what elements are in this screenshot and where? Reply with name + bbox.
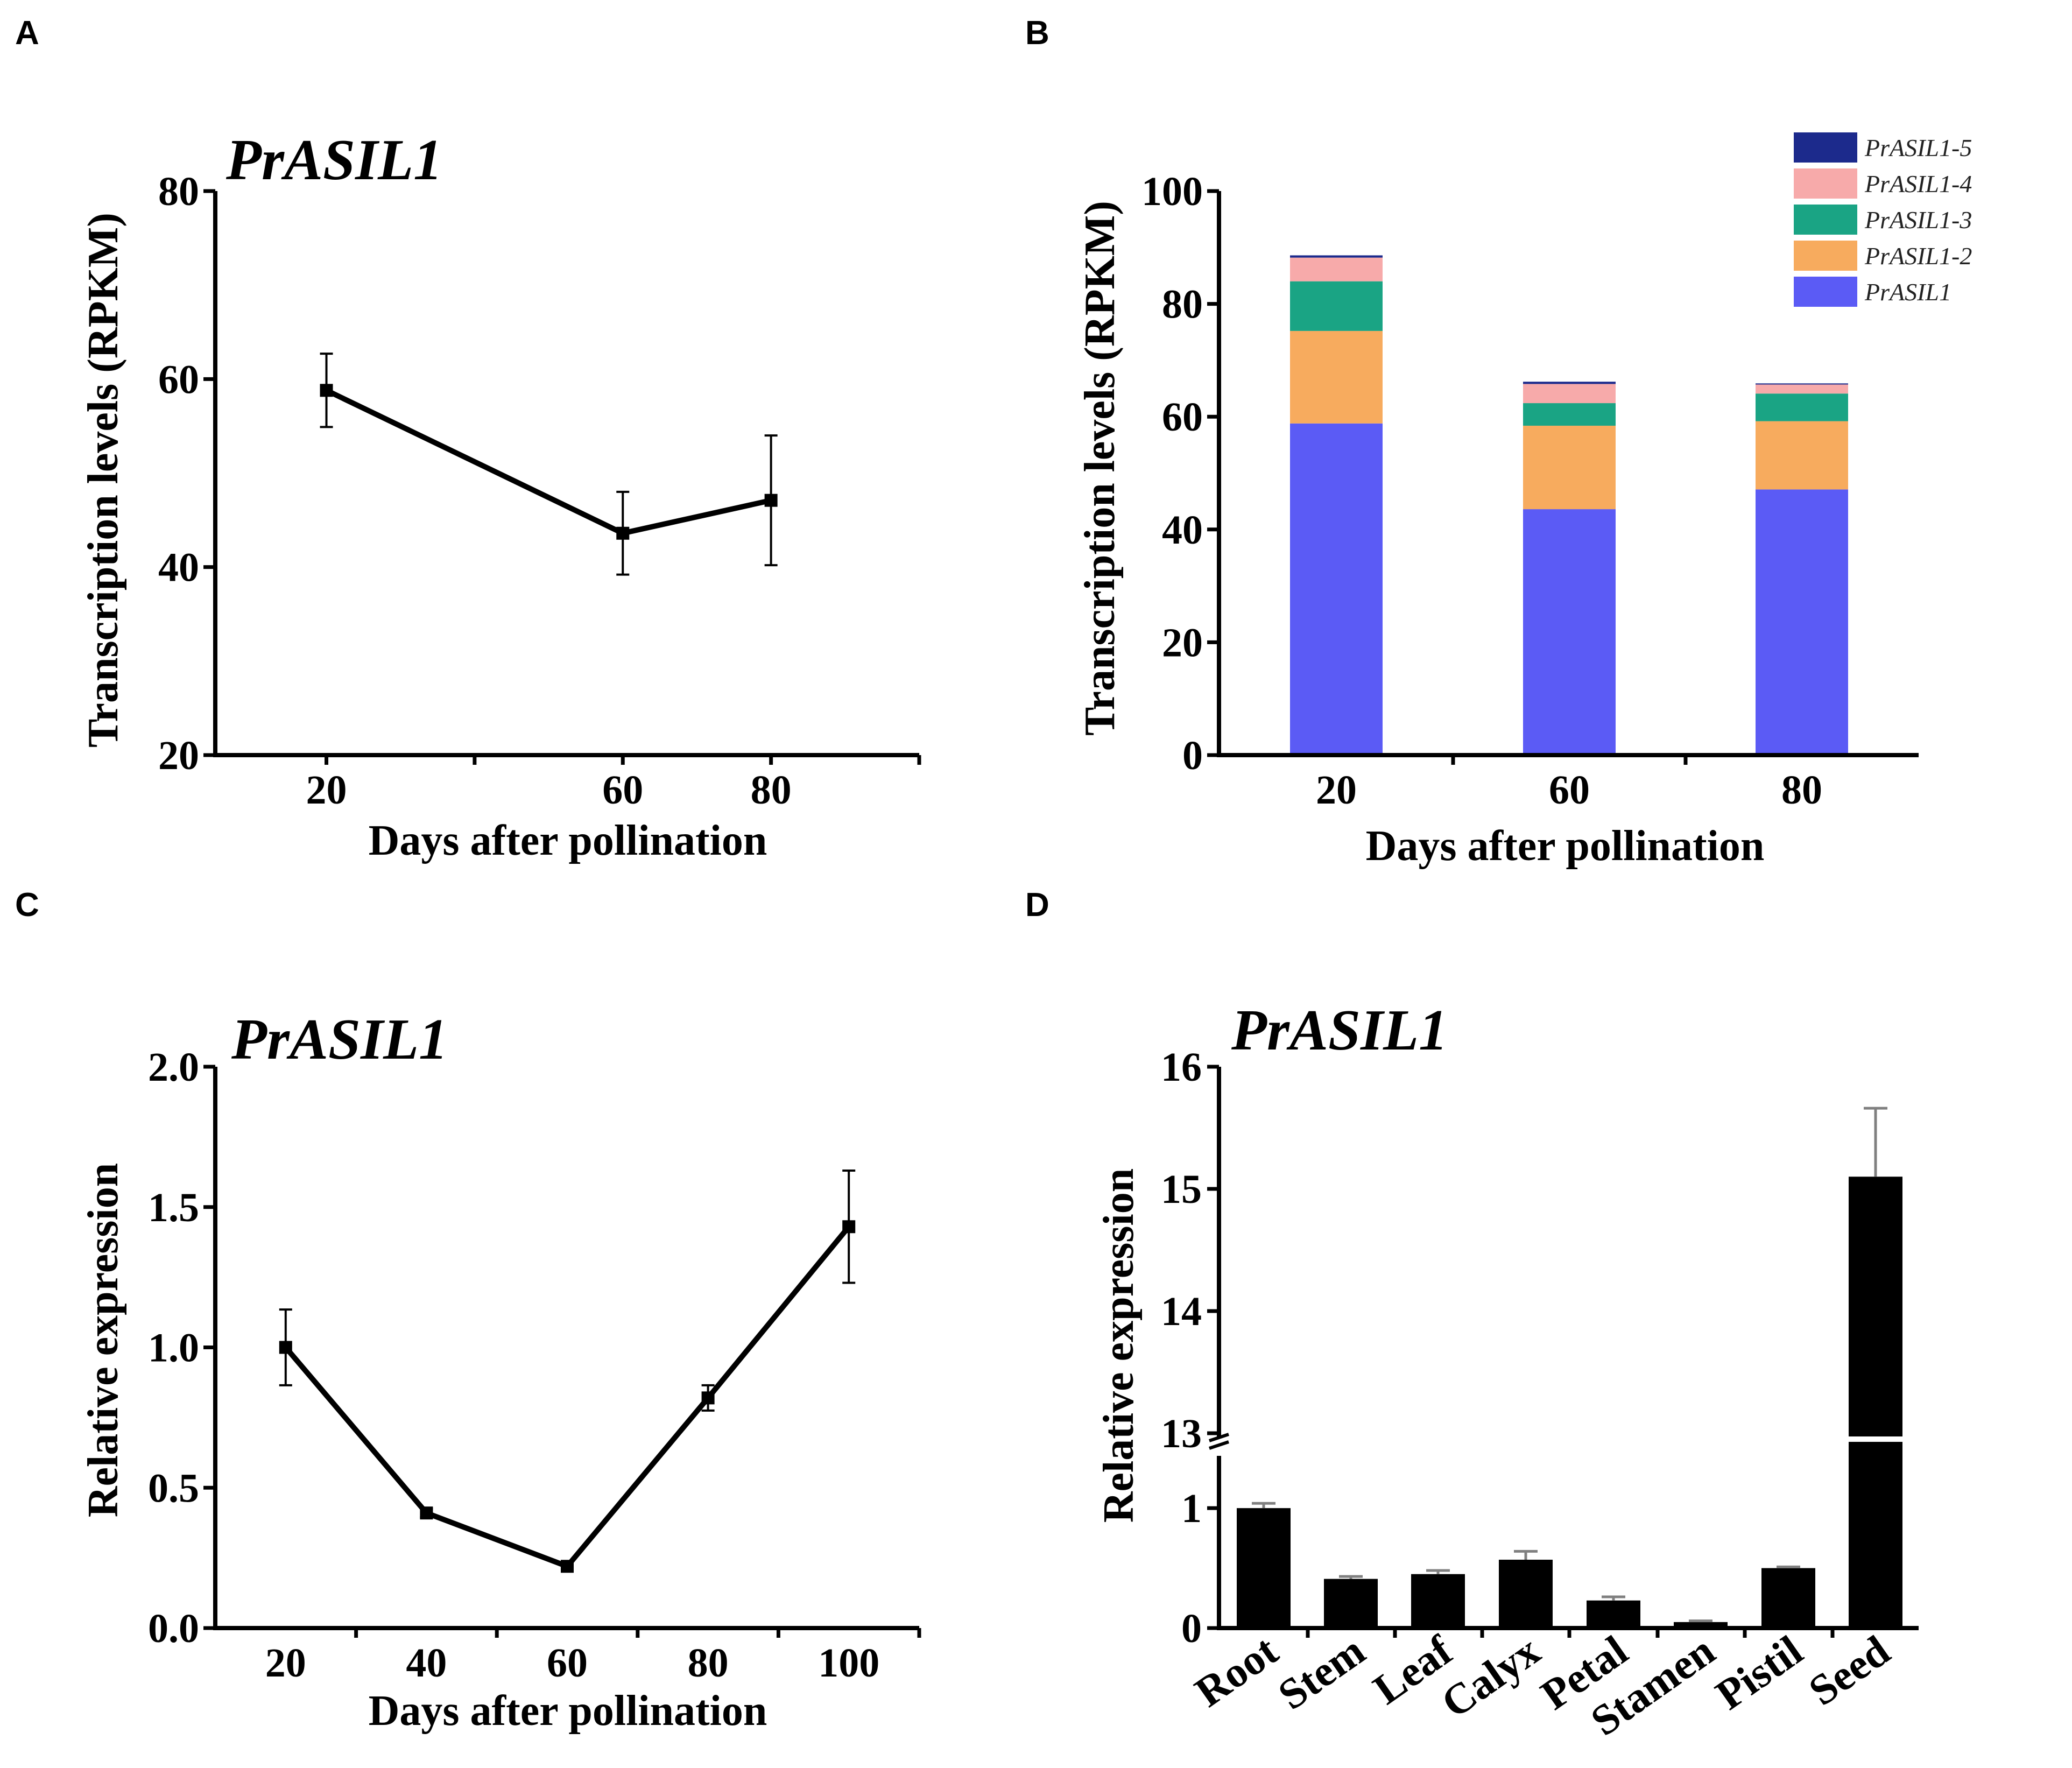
- panel-label-c: C: [15, 886, 39, 924]
- panel-label-a: A: [15, 15, 39, 52]
- chart-c-data-point: [701, 1391, 715, 1405]
- chart-b-bar-segment: [1290, 255, 1383, 258]
- chart-a-x-tick-label: 60: [602, 767, 643, 813]
- chart-a-data-point: [616, 526, 630, 540]
- chart-c-data-point: [420, 1506, 433, 1520]
- chart-d-bar: [1237, 1508, 1291, 1628]
- panel-label-d: D: [1025, 886, 1049, 924]
- chart-b-y-tick-label: 20: [1162, 620, 1203, 665]
- chart-b-bar-segment: [1290, 257, 1383, 281]
- chart-b-bar-segment: [1523, 509, 1616, 755]
- chart-b-legend-label: PrASIL1-3: [1864, 206, 1972, 234]
- chart-b-y-tick-label: 60: [1162, 395, 1203, 440]
- chart-b-x-axis-title: Days after pollination: [1366, 822, 1765, 870]
- chart-b-y-tick-label: 0: [1182, 733, 1203, 778]
- chart-b-x-tick-label: 20: [1316, 767, 1357, 813]
- chart-a-title: PrASIL1: [225, 128, 442, 192]
- chart-b-bar-segment: [1756, 384, 1848, 394]
- panel-a-line-chart: PrASIL1 Transcription levels (RPKM) Days…: [80, 128, 921, 864]
- chart-c-data-point: [561, 1560, 574, 1573]
- chart-c-y-tick-label: 1.0: [148, 1326, 199, 1371]
- chart-d-axis-break-mark: [1209, 1433, 1229, 1442]
- chart-c-x-tick-label: 20: [265, 1640, 306, 1686]
- chart-b-legend-label: PrASIL1-2: [1864, 242, 1972, 270]
- chart-d-bar: [1674, 1622, 1728, 1628]
- chart-c-x-tick-label: 60: [547, 1640, 588, 1686]
- chart-c-x-tick-label: 100: [818, 1640, 879, 1686]
- chart-c-x-tick-label: 80: [688, 1640, 729, 1686]
- chart-b-legend-swatch: [1794, 205, 1857, 235]
- chart-b-bar-segment: [1290, 423, 1383, 755]
- panel-c-line-chart: PrASIL1 Relative expression Days after p…: [80, 1008, 921, 1735]
- chart-d-bar: [1761, 1568, 1815, 1628]
- chart-d-bar: [1849, 1177, 1902, 1628]
- chart-b-bar-segment: [1756, 421, 1848, 490]
- chart-b-y-tick-label: 80: [1162, 282, 1203, 327]
- chart-a-y-tick-label: 20: [158, 733, 199, 778]
- chart-d-y-tick-label: 14: [1161, 1289, 1202, 1334]
- chart-d-bar: [1324, 1579, 1378, 1628]
- chart-c-y-tick-label: 0.5: [148, 1466, 199, 1511]
- chart-a-y-axis-title: Transcription levels (RPKM): [80, 213, 127, 748]
- chart-b-bar-segment: [1523, 403, 1616, 426]
- chart-c-y-tick-label: 1.5: [148, 1185, 199, 1230]
- panel-label-b: B: [1025, 15, 1049, 52]
- chart-b-y-tick-label: 40: [1162, 508, 1203, 553]
- chart-c-y-axis-title: Relative expression: [80, 1163, 127, 1517]
- chart-b-bar-segment: [1756, 393, 1848, 421]
- chart-b-bar-segment: [1756, 383, 1848, 385]
- chart-c-data-point: [279, 1341, 292, 1354]
- chart-d-bar-break: [1848, 1436, 1904, 1442]
- chart-b-legend-label: PrASIL1-5: [1864, 134, 1972, 161]
- chart-d-y-tick-label: 13: [1161, 1411, 1202, 1456]
- chart-d-bar: [1499, 1559, 1553, 1628]
- chart-b-bar-segment: [1756, 489, 1848, 755]
- chart-b-bar-segment: [1290, 281, 1383, 331]
- chart-c-data-point: [842, 1220, 856, 1234]
- chart-b-y-axis-title: Transcription levels (RPKM): [1076, 201, 1124, 736]
- chart-d-y-tick-label: 15: [1161, 1167, 1202, 1212]
- chart-d-y-tick-label: 16: [1161, 1045, 1202, 1090]
- chart-a-data-point: [764, 494, 778, 507]
- chart-b-legend-label: PrASIL1: [1864, 278, 1951, 306]
- chart-b-legend-swatch: [1794, 277, 1857, 307]
- chart-a-data-point: [320, 384, 333, 397]
- chart-c-title: PrASIL1: [231, 1008, 448, 1072]
- chart-b-legend-swatch: [1794, 241, 1857, 271]
- chart-c-y-tick-label: 0.0: [148, 1606, 199, 1651]
- chart-a-y-tick-label: 40: [158, 545, 199, 590]
- panel-b-stacked-bar-chart: Transcription levels (RPKM) Days after p…: [1076, 132, 1972, 870]
- chart-a-x-tick-label: 80: [751, 767, 792, 813]
- chart-d-bar: [1411, 1574, 1465, 1628]
- chart-d-y-tick-label: 1: [1181, 1486, 1202, 1531]
- chart-d-y-tick-label: 0: [1181, 1606, 1202, 1651]
- chart-c-x-tick-label: 40: [406, 1640, 447, 1686]
- chart-b-x-tick-label: 60: [1549, 767, 1590, 813]
- chart-c-y-tick-label: 2.0: [148, 1045, 199, 1090]
- chart-b-bar-segment: [1523, 425, 1616, 510]
- chart-d-axis-break-mark: [1209, 1440, 1229, 1450]
- chart-a-x-tick-label: 20: [306, 767, 347, 813]
- chart-b-bar-segment: [1290, 330, 1383, 424]
- chart-d-bar: [1587, 1600, 1640, 1628]
- chart-b-legend-swatch: [1794, 168, 1857, 199]
- chart-d-y-axis-title: Relative expression: [1095, 1168, 1143, 1523]
- chart-b-bar-segment: [1523, 382, 1616, 384]
- chart-b-bar-segment: [1523, 384, 1616, 404]
- chart-a-x-axis-title: Days after pollination: [369, 817, 767, 864]
- chart-a-y-tick-label: 60: [158, 357, 199, 402]
- chart-b-x-tick-label: 80: [1781, 767, 1822, 813]
- chart-d-title: PrASIL1: [1231, 998, 1448, 1062]
- chart-b-legend-swatch: [1794, 132, 1857, 163]
- chart-b-legend-label: PrASIL1-4: [1864, 170, 1972, 198]
- chart-b-y-tick-label: 100: [1141, 169, 1203, 214]
- chart-a-y-tick-label: 80: [158, 169, 199, 214]
- chart-b-legend: PrASIL1-5 PrASIL1-4 PrASIL1-3 PrASIL1-2 PrAS…: [1794, 132, 1972, 307]
- chart-c-x-axis-title: Days after pollination: [369, 1687, 767, 1735]
